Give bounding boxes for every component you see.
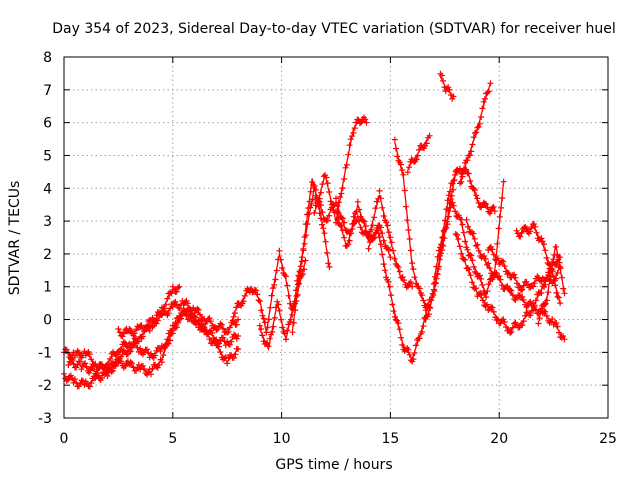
series-plus-markers <box>404 132 433 176</box>
series-plus-markers <box>230 247 309 336</box>
series-track-15 <box>437 70 457 102</box>
y-tick-label: -1 <box>38 345 52 361</box>
series-plus-markers <box>463 216 568 343</box>
x-tick-label: 10 <box>273 431 291 447</box>
series-track-13 <box>422 178 507 323</box>
series-plus-markers <box>535 243 568 327</box>
plot-frame <box>63 56 609 419</box>
series-plus-markers <box>65 306 242 379</box>
chart-title: Day 354 of 2023, Sidereal Day-to-day VTE… <box>52 21 615 37</box>
x-tick-label: 0 <box>60 431 69 447</box>
y-tick-label: 5 <box>43 148 52 164</box>
series-track-5 <box>230 247 309 336</box>
x-axis-label: GPS time / hours <box>275 457 392 473</box>
series-track-4 <box>115 297 242 340</box>
x-tick-label: 20 <box>490 431 508 447</box>
y-tick-label: 4 <box>43 181 52 197</box>
series-plus-markers <box>430 165 498 287</box>
series-plus-markers <box>365 227 433 365</box>
series-line <box>516 226 561 304</box>
series-track-21 <box>535 243 568 327</box>
ticks-layer: 0 5 10 15 20 25 -3 -2 -1 0 1 2 3 4 5 6 7 8 <box>38 50 617 447</box>
grid-layer <box>64 57 608 418</box>
series-plus-markers <box>437 70 457 102</box>
series-track-3 <box>65 306 242 379</box>
series-track-18 <box>463 216 568 343</box>
y-tick-label: -3 <box>38 411 52 427</box>
series-plus-markers <box>115 297 242 340</box>
series-plus-markers <box>422 178 507 322</box>
series-plus-markers <box>457 80 494 187</box>
series-track-10 <box>365 225 433 365</box>
series-track-12 <box>404 132 433 176</box>
series-layer <box>61 70 568 390</box>
series-track-9 <box>333 187 416 291</box>
y-tick-label: 2 <box>43 247 52 263</box>
x-tick-label: 25 <box>599 431 617 447</box>
y-axis-label: SDTVAR / TECUs <box>7 181 23 296</box>
y-tick-label: 6 <box>43 116 52 132</box>
x-tick-label: 5 <box>168 431 177 447</box>
y-tick-label: -2 <box>38 378 52 394</box>
y-tick-label: 0 <box>43 313 52 329</box>
y-tick-label: 3 <box>43 214 52 230</box>
series-plus-markers <box>333 187 416 291</box>
y-tick-label: 1 <box>43 280 52 296</box>
x-tick-label: 15 <box>381 431 399 447</box>
series-track-16 <box>457 80 494 187</box>
y-tick-label: 7 <box>43 83 52 99</box>
y-tick-label: 8 <box>43 50 52 66</box>
